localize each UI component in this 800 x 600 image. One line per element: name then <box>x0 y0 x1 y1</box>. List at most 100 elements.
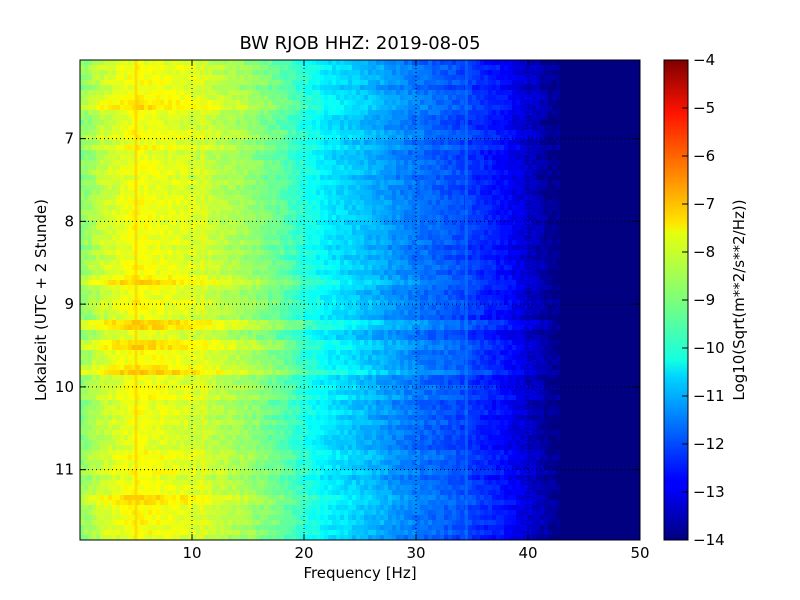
heatmap-cell <box>488 170 493 176</box>
heatmap-cell <box>496 230 501 236</box>
heatmap-cell <box>92 210 97 216</box>
heatmap-cell <box>432 200 437 206</box>
heatmap-cell <box>252 90 257 96</box>
heatmap-cell <box>472 105 477 111</box>
heatmap-cell <box>260 125 265 131</box>
heatmap-cell <box>352 225 357 231</box>
heatmap-cell <box>468 175 473 181</box>
heatmap-cell <box>376 155 381 161</box>
heatmap-cell <box>504 70 509 76</box>
heatmap-cell <box>580 230 585 236</box>
heatmap-cell <box>268 90 273 96</box>
heatmap-cell <box>248 105 253 111</box>
heatmap-cell <box>160 225 165 231</box>
heatmap-cell <box>436 200 441 206</box>
heatmap-cell <box>584 60 589 66</box>
heatmap-cell <box>500 200 505 206</box>
heatmap-cell <box>332 215 337 221</box>
heatmap-cell <box>384 140 389 146</box>
heatmap-cell <box>232 130 237 136</box>
heatmap-cell <box>220 165 225 171</box>
heatmap-cell <box>428 215 433 221</box>
heatmap-cell <box>424 200 429 206</box>
heatmap-cell <box>276 215 281 221</box>
heatmap-cell <box>216 115 221 121</box>
heatmap-cell <box>412 160 417 166</box>
heatmap-cell <box>328 110 333 116</box>
heatmap-cell <box>164 230 169 236</box>
heatmap-cell <box>604 125 609 131</box>
heatmap-cell <box>132 160 137 166</box>
heatmap-cell <box>580 90 585 96</box>
heatmap-cell <box>588 85 593 91</box>
heatmap-cell <box>560 165 565 171</box>
heatmap-cell <box>100 170 105 176</box>
heatmap-cell <box>524 80 529 86</box>
heatmap-cell <box>348 175 353 181</box>
heatmap-cell <box>628 200 633 206</box>
heatmap-cell <box>420 125 425 131</box>
heatmap-cell <box>412 165 417 171</box>
heatmap-cell <box>92 200 97 206</box>
heatmap-cell <box>552 90 557 96</box>
heatmap-cell <box>596 140 601 146</box>
heatmap-cell <box>544 220 549 226</box>
heatmap-cell <box>472 100 477 106</box>
heatmap-cell <box>388 120 393 126</box>
heatmap-cell <box>396 140 401 146</box>
heatmap-cell <box>104 170 109 176</box>
heatmap-cell <box>632 150 637 156</box>
heatmap-cell <box>240 185 245 191</box>
heatmap-cell <box>176 80 181 86</box>
heatmap-cell <box>548 105 553 111</box>
heatmap-cell <box>388 105 393 111</box>
heatmap-cell <box>180 230 185 236</box>
heatmap-cell <box>176 155 181 161</box>
heatmap-cell <box>244 180 249 186</box>
heatmap-cell <box>288 125 293 131</box>
heatmap-cell <box>216 165 221 171</box>
heatmap-cell <box>196 225 201 231</box>
heatmap-cell <box>432 135 437 141</box>
heatmap-cell <box>452 230 457 236</box>
heatmap-row <box>80 110 641 116</box>
heatmap-cell <box>584 155 589 161</box>
heatmap-cell <box>628 195 633 201</box>
heatmap-cell <box>128 95 133 101</box>
heatmap-cell <box>220 235 225 241</box>
heatmap-cell <box>96 195 101 201</box>
heatmap-cell <box>440 135 445 141</box>
heatmap-cell <box>208 180 213 186</box>
heatmap-cell <box>500 85 505 91</box>
heatmap-cell <box>304 100 309 106</box>
heatmap-cell <box>80 60 85 66</box>
heatmap-cell <box>148 75 153 81</box>
heatmap-cell <box>420 210 425 216</box>
heatmap-cell <box>452 155 457 161</box>
heatmap-cell <box>364 145 369 151</box>
heatmap-cell <box>312 80 317 86</box>
heatmap-cell <box>480 200 485 206</box>
heatmap-cell <box>300 215 305 221</box>
heatmap-cell <box>212 155 217 161</box>
heatmap-cell <box>224 200 229 206</box>
heatmap-cell <box>240 125 245 131</box>
heatmap-cell <box>84 85 89 91</box>
heatmap-cell <box>168 75 173 81</box>
heatmap-cell <box>316 180 321 186</box>
heatmap-cell <box>164 125 169 131</box>
heatmap-cell <box>480 115 485 121</box>
heatmap-cell <box>304 75 309 81</box>
heatmap-cell <box>168 150 173 156</box>
heatmap-cell <box>164 150 169 156</box>
heatmap-cell <box>384 95 389 101</box>
heatmap-cell <box>320 175 325 181</box>
heatmap-cell <box>440 220 445 226</box>
heatmap-cell <box>444 205 449 211</box>
heatmap-cell <box>192 150 197 156</box>
heatmap-cell <box>104 215 109 221</box>
heatmap-cell <box>152 95 157 101</box>
heatmap-cell <box>264 220 269 226</box>
heatmap-cell <box>120 195 125 201</box>
heatmap-cell <box>280 110 285 116</box>
